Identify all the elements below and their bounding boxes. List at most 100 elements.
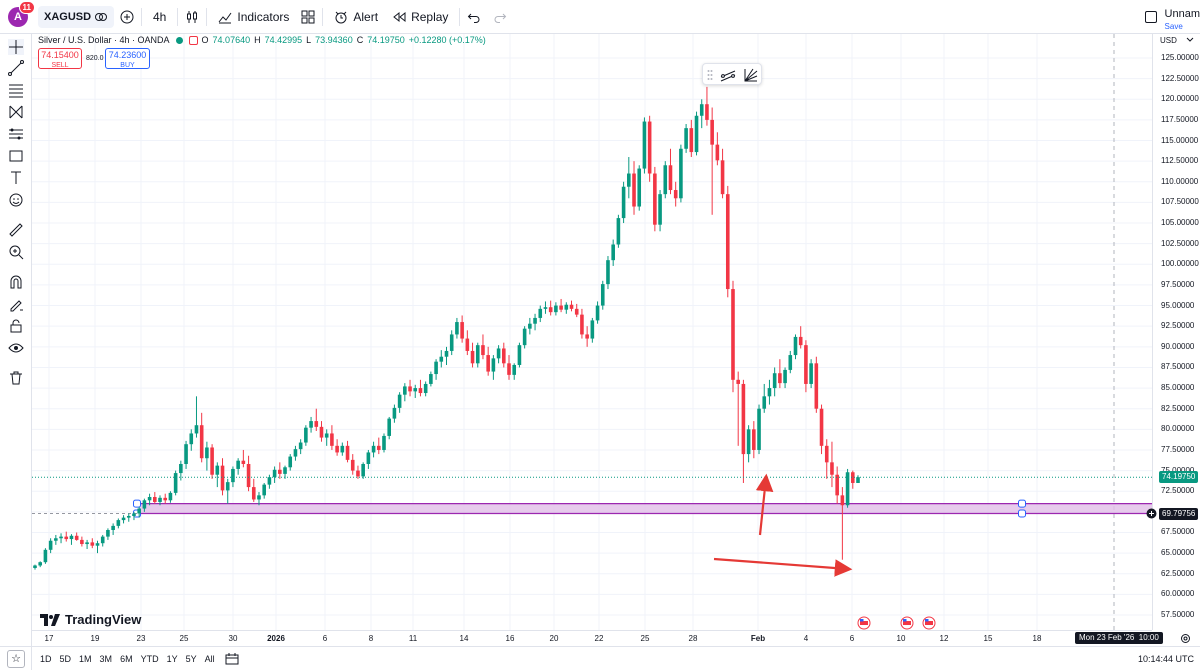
indicators-label: Indicators xyxy=(237,9,290,24)
symbol-search[interactable]: XAGUSD xyxy=(38,5,114,28)
range-button-all[interactable]: All xyxy=(204,653,215,664)
watchlist-star-button[interactable]: ☆ xyxy=(0,646,32,670)
candle-body xyxy=(132,513,136,516)
range-button-1m[interactable]: 1M xyxy=(79,653,92,664)
candle-body xyxy=(392,407,397,419)
candle-body xyxy=(830,462,834,475)
candle-body xyxy=(757,408,761,450)
time-tick-label: 18 xyxy=(1032,634,1042,643)
range-button-6m[interactable]: 6M xyxy=(120,653,133,664)
range-button-5d[interactable]: 5D xyxy=(59,653,72,664)
ruler-icon[interactable] xyxy=(8,222,24,238)
candle-body xyxy=(507,363,511,375)
candle-body xyxy=(189,433,194,445)
layout-name[interactable]: Unnam Save xyxy=(1165,4,1200,31)
range-button-5y[interactable]: 5Y xyxy=(185,653,197,664)
range-button-1d[interactable]: 1D xyxy=(40,653,52,664)
crosshair-icon[interactable] xyxy=(8,39,24,55)
price-chart[interactable] xyxy=(32,34,1152,630)
text-icon[interactable] xyxy=(8,170,24,186)
layout-checkbox[interactable] xyxy=(1144,11,1157,23)
time-tick-label: 14 xyxy=(459,634,469,643)
candle-body xyxy=(653,173,657,225)
sell-button[interactable]: 74.15400 SELL xyxy=(38,48,82,69)
price-tick-label: 80.00000 xyxy=(1161,424,1195,434)
axis-settings-icon[interactable] xyxy=(1180,633,1191,644)
candle-body xyxy=(236,460,240,469)
flag-icon[interactable] xyxy=(188,35,198,45)
tradingview-logo[interactable]: TradingView xyxy=(40,612,141,627)
interval-button[interactable]: 4h xyxy=(153,9,167,24)
candle-body xyxy=(309,421,313,428)
candle-body xyxy=(304,427,308,443)
gann-fan-icon[interactable] xyxy=(743,67,759,83)
currency-label[interactable]: USD xyxy=(1160,36,1177,45)
emoji-icon[interactable] xyxy=(8,192,24,208)
candle-body xyxy=(418,388,423,394)
time-tick-label: 6 xyxy=(849,634,855,643)
magnet-icon[interactable] xyxy=(8,274,24,290)
legend-low: 73.94360 xyxy=(315,35,353,45)
candle-body xyxy=(33,565,37,568)
candle-body xyxy=(528,323,532,329)
candle-body xyxy=(585,334,589,339)
chevron-down-icon[interactable] xyxy=(1186,37,1194,43)
legend-title[interactable]: Silver / U.S. Dollar · 4h · OANDA xyxy=(38,35,170,45)
rectangle-icon[interactable] xyxy=(8,148,24,164)
support-zone[interactable] xyxy=(32,499,1152,518)
price-tick-label: 125.00000 xyxy=(1161,53,1199,62)
utc-clock[interactable]: 10:14:44 UTC xyxy=(1137,654,1194,664)
candle-body xyxy=(278,469,282,474)
replay-button[interactable]: Replay xyxy=(388,10,452,24)
time-axis[interactable]: 17 19 23 25 30 2026 6 8 11 14 16 20 22 25 28 Feb 4 6 10 12 1… xyxy=(32,630,1152,646)
candle-body xyxy=(69,535,74,540)
candle-body xyxy=(642,121,647,169)
fib-icon[interactable] xyxy=(8,82,24,98)
candle-style-icon[interactable] xyxy=(185,10,199,24)
add-symbol-icon[interactable] xyxy=(120,10,134,24)
stay-drawing-icon[interactable] xyxy=(8,296,24,312)
add-alert-plus-icon[interactable] xyxy=(1146,508,1157,519)
trend-line-icon[interactable] xyxy=(8,60,24,76)
user-avatar[interactable]: A 11 xyxy=(8,0,35,27)
range-button-3m[interactable]: 3M xyxy=(99,653,113,664)
candle-body xyxy=(465,338,470,351)
lock-icon[interactable] xyxy=(8,318,24,334)
chart-legend: Silver / U.S. Dollar · 4h · OANDA O 74.07… xyxy=(38,35,486,45)
undo-icon[interactable] xyxy=(467,10,481,24)
trash-icon[interactable] xyxy=(8,370,24,386)
redo-icon[interactable] xyxy=(493,10,507,24)
indicators-button[interactable]: Indicators xyxy=(214,10,293,24)
save-label[interactable]: Save xyxy=(1164,21,1183,31)
price-tick-label: 120.00000 xyxy=(1161,94,1199,104)
range-button-ytd[interactable]: YTD xyxy=(140,653,159,664)
candle-body xyxy=(590,320,595,339)
alert-button[interactable]: Alert xyxy=(330,10,382,24)
drag-handle-icon[interactable] xyxy=(707,69,713,81)
candle-body xyxy=(460,322,464,339)
forecast-icon[interactable] xyxy=(8,126,24,142)
calendar-range-icon[interactable] xyxy=(225,652,239,665)
toolbar-divider xyxy=(177,7,179,26)
candle-body xyxy=(350,459,355,471)
zoom-in-icon[interactable] xyxy=(8,244,24,260)
market-open-icon xyxy=(175,36,183,44)
range-button-1y[interactable]: 1Y xyxy=(166,653,178,664)
candle-body xyxy=(340,445,345,453)
buy-button[interactable]: 74.23600 BUY xyxy=(105,48,150,69)
candle-body xyxy=(80,539,84,545)
candle-body xyxy=(215,465,220,475)
candle-body xyxy=(147,496,152,501)
candle-body xyxy=(496,348,501,359)
eye-icon[interactable] xyxy=(8,340,24,356)
price-tick-label: 117.50000 xyxy=(1161,114,1199,124)
templates-icon[interactable] xyxy=(301,10,315,24)
pattern-icon[interactable] xyxy=(8,104,24,120)
price-tick-label: 72.50000 xyxy=(1161,486,1195,496)
price-axis[interactable]: 125.00000 122.50000 120.00000 117.50000 115.… xyxy=(1152,34,1200,630)
time-tick-label: 19 xyxy=(90,634,100,643)
trend-lines-icon[interactable] xyxy=(720,67,736,83)
candle-body xyxy=(43,549,48,563)
avatar-letter: A xyxy=(14,10,22,23)
candle-body xyxy=(632,173,636,207)
